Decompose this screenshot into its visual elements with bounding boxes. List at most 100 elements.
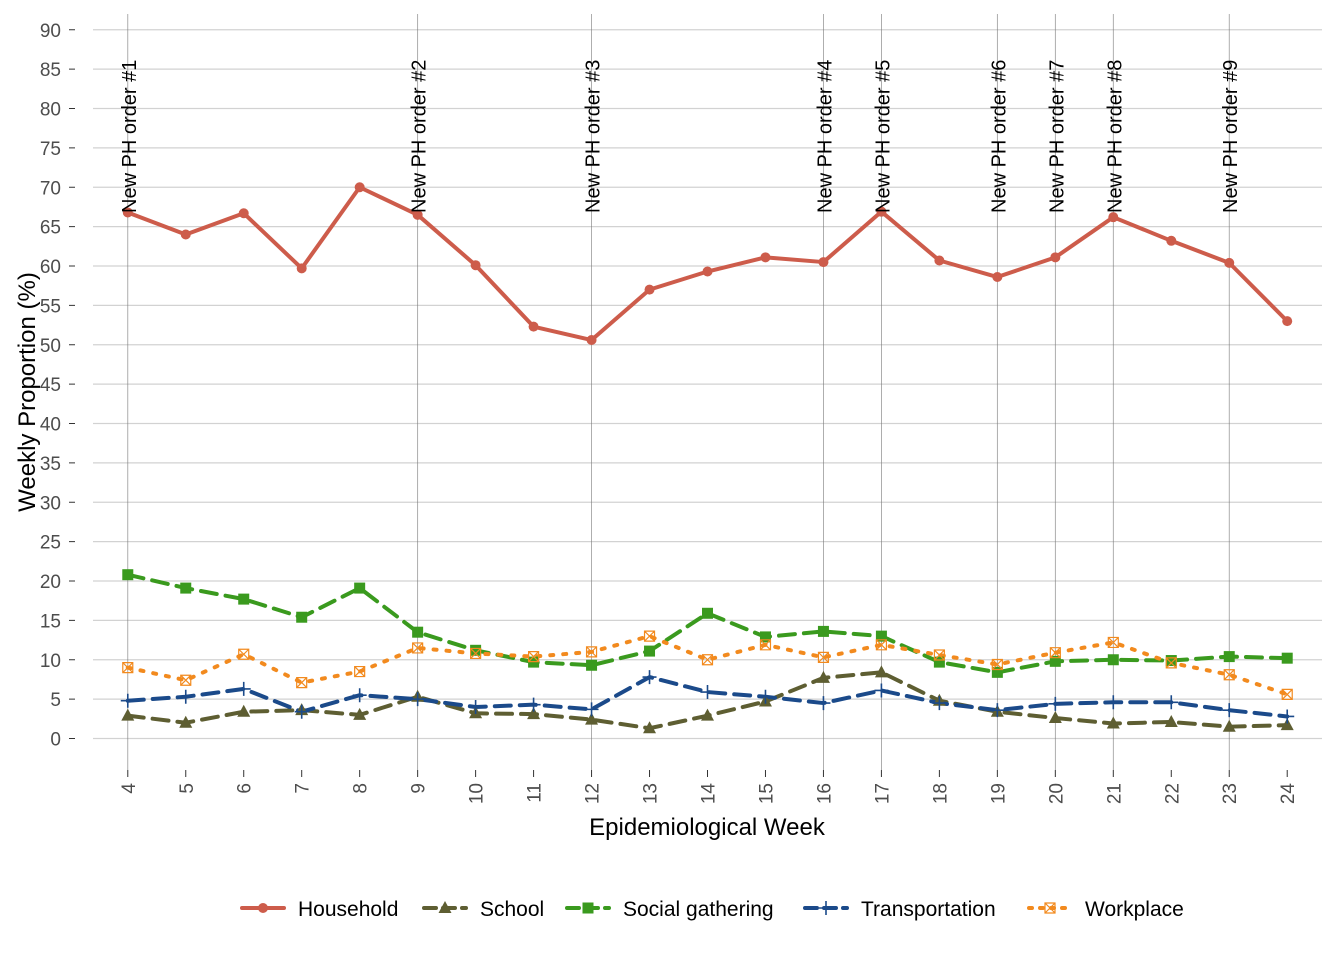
y-tick-label: 80 [40, 100, 61, 121]
data-point-household [1108, 212, 1119, 223]
data-point-workplace [643, 630, 656, 642]
x-tick-label: 9 [409, 783, 430, 794]
data-point-household [470, 260, 481, 271]
data-point-workplace [585, 646, 598, 658]
data-point-workplace [470, 647, 482, 660]
data-point-workplace [991, 658, 1003, 671]
data-point-household [528, 321, 539, 332]
data-point-household [180, 229, 191, 240]
y-tick-label: 65 [40, 218, 61, 239]
y-tick-label: 45 [40, 375, 61, 396]
data-point-social-gathering [412, 626, 424, 638]
series-line-workplace [125, 634, 1290, 697]
series-markers [120, 182, 1295, 734]
y-tick-label: 85 [40, 60, 61, 81]
ph-order-label: New PH order #7 [1046, 60, 1068, 213]
y-tick-label: 90 [40, 21, 61, 42]
data-point-transportation [990, 703, 1005, 718]
data-point-household [702, 266, 713, 277]
data-point-workplace [296, 676, 308, 689]
x-tick-label: 12 [583, 783, 604, 804]
data-point-transportation [410, 692, 425, 707]
y-tick-label: 40 [40, 415, 61, 436]
x-tick-label: 4 [119, 783, 140, 794]
x-axis-title: Epidemiological Week [589, 814, 826, 841]
data-point-transportation [816, 696, 831, 711]
data-point-household [818, 257, 829, 268]
x-tick-label: 23 [1220, 783, 1241, 804]
data-point-school [1048, 711, 1062, 724]
y-tick-label: 55 [40, 296, 61, 317]
x-tick-label: 21 [1104, 783, 1125, 804]
data-point-social-gathering [991, 666, 1003, 678]
x-tick-label: 22 [1162, 783, 1183, 804]
legend-label-social-gathering: Social gathering [623, 898, 774, 921]
data-point-transportation [1280, 709, 1295, 724]
data-point-social-gathering [296, 611, 308, 623]
legend: Household School Social gathering Transport… [240, 898, 1184, 921]
y-tick-labels: 0 5 10 15 20 25 30 35 40 45 50 55 60 65 70 75 80 85 90 [40, 21, 61, 751]
data-point-workplace [122, 662, 134, 674]
data-point-household [760, 252, 771, 263]
data-point-transportation [1222, 703, 1237, 718]
x-tick-label: 16 [814, 783, 835, 804]
x-tick-label: 17 [872, 783, 893, 804]
legend-label-household: Household [298, 898, 398, 921]
legend-marker-transportation [819, 901, 833, 915]
data-point-workplace [1049, 647, 1061, 659]
data-point-workplace [1223, 669, 1235, 681]
ph-order-label: New PH order #5 [872, 60, 894, 213]
data-point-social-gathering [875, 630, 887, 642]
data-point-transportation [526, 697, 541, 712]
data-point-transportation [236, 681, 251, 696]
ph-order-label: New PH order #4 [814, 60, 836, 213]
y-tick-label: 60 [40, 257, 61, 278]
y-tick-label: 0 [50, 730, 61, 751]
data-point-transportation [468, 700, 483, 714]
data-point-social-gathering [817, 625, 829, 637]
data-point-school [816, 670, 830, 683]
x-tick-label: 18 [930, 783, 951, 804]
x-tick-label: 24 [1278, 783, 1299, 805]
data-point-school [353, 707, 367, 720]
data-point-transportation [700, 685, 715, 700]
data-point-school [237, 704, 251, 717]
data-point-transportation [352, 688, 367, 703]
data-point-workplace [817, 651, 830, 663]
x-tick-label: 20 [1046, 783, 1067, 804]
y-tick-label: 70 [40, 178, 61, 199]
data-point-workplace [1281, 688, 1293, 700]
data-point-social-gathering [180, 582, 192, 594]
data-point-school [1106, 716, 1120, 729]
x-tick-label: 15 [756, 783, 777, 804]
y-tick-label: 15 [40, 611, 61, 632]
data-point-social-gathering [1281, 652, 1293, 664]
data-point-social-gathering [933, 656, 945, 668]
data-point-transportation [642, 670, 657, 685]
data-point-school [179, 715, 193, 728]
data-point-workplace [180, 674, 192, 686]
x-tick-label: 10 [467, 783, 488, 804]
data-point-school [527, 707, 541, 720]
data-point-school [643, 721, 657, 734]
data-point-social-gathering [1107, 654, 1119, 666]
data-point-household [1166, 235, 1177, 246]
data-point-household [876, 206, 887, 217]
data-point-workplace [875, 639, 888, 651]
gridlines [69, 29, 1322, 777]
data-point-workplace [933, 649, 945, 661]
x-tick-label: 19 [988, 783, 1009, 804]
data-point-household [1282, 316, 1293, 327]
data-point-transportation [932, 696, 947, 711]
data-point-social-gathering [644, 645, 656, 657]
data-point-social-gathering [470, 644, 482, 656]
data-point-transportation [294, 704, 309, 719]
legend-label-transportation: Transportation [861, 898, 996, 921]
data-point-household [934, 255, 945, 266]
data-point-household [238, 208, 249, 219]
data-point-workplace [412, 642, 424, 654]
data-point-social-gathering [1165, 655, 1177, 667]
legend-marker-household [258, 903, 268, 913]
data-point-household [992, 272, 1003, 283]
y-tick-label: 10 [40, 651, 61, 672]
